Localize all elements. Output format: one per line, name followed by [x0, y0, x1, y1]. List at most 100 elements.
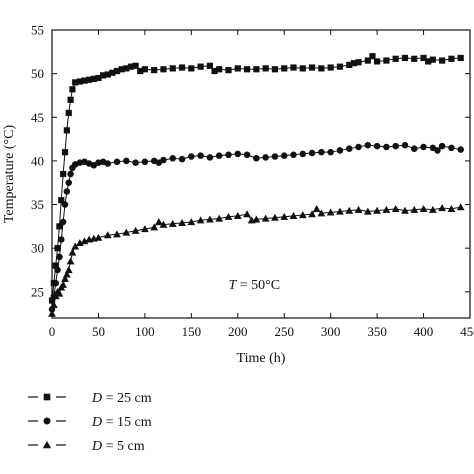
legend-marker	[42, 440, 52, 449]
data-point	[271, 66, 279, 73]
data-point	[326, 208, 335, 216]
data-point	[169, 65, 176, 72]
data-point	[280, 152, 288, 159]
axis-ticks: 0 50 100 150 200 250 300 350 400 450 25 30 35 40 45 50 5…	[31, 23, 474, 340]
data-point	[233, 212, 242, 219]
legend: D = 25 cmD = 15 cmD = 5 cm	[28, 391, 152, 454]
data-point	[123, 157, 130, 165]
data-point	[56, 223, 63, 230]
data-point	[336, 207, 344, 215]
data-point	[216, 66, 223, 73]
data-point	[206, 154, 214, 161]
data-point	[211, 67, 218, 75]
data-point	[438, 204, 447, 212]
data-point	[104, 160, 111, 167]
data-point	[66, 257, 75, 265]
legend-label-rest: = 15 cm	[102, 415, 152, 430]
legend-marker	[43, 393, 51, 401]
data-point	[369, 53, 376, 60]
data-point	[141, 66, 148, 73]
data-point	[289, 212, 298, 219]
data-point	[234, 65, 241, 72]
data-point	[382, 205, 391, 213]
data-point	[252, 215, 261, 223]
data-point	[383, 57, 390, 64]
data-point	[48, 297, 56, 304]
data-point	[271, 153, 279, 160]
data-point	[178, 218, 186, 226]
data-point	[178, 64, 186, 71]
data-point	[410, 205, 419, 213]
data-point	[95, 74, 102, 82]
data-point	[373, 206, 381, 214]
data-point	[65, 179, 72, 186]
y-tick-label: 50	[31, 66, 44, 81]
data-point	[206, 215, 214, 223]
data-point	[141, 225, 149, 233]
data-point	[243, 210, 251, 218]
y-tick-label: 30	[31, 241, 44, 256]
data-point	[54, 266, 61, 274]
data-point	[76, 78, 83, 85]
data-point	[197, 63, 204, 70]
y-tick-label: 40	[31, 153, 44, 168]
data-point	[55, 289, 64, 297]
data-point	[317, 209, 326, 217]
annotation-rest: = 50°C	[236, 278, 280, 293]
data-point	[59, 218, 67, 226]
data-point	[104, 71, 111, 78]
data-point	[94, 233, 103, 241]
series-square	[48, 53, 464, 304]
data-point	[160, 66, 167, 73]
data-point	[262, 154, 269, 161]
data-point	[401, 54, 409, 62]
data-point	[71, 242, 80, 250]
series-line	[51, 55, 461, 301]
data-point	[392, 55, 399, 62]
x-axis-title: Time (h)	[237, 351, 286, 366]
data-point	[75, 239, 84, 247]
y-tick-label: 35	[31, 197, 44, 212]
data-point	[52, 279, 59, 287]
data-point	[290, 64, 297, 71]
data-point	[428, 205, 437, 213]
data-point	[336, 63, 344, 70]
legend-label: D = 25 cm	[91, 391, 152, 406]
data-point	[215, 214, 224, 222]
series-triangle	[48, 203, 465, 317]
data-point	[48, 309, 56, 317]
data-point	[355, 59, 362, 66]
data-point	[280, 212, 289, 220]
data-point	[159, 220, 168, 228]
data-point	[187, 218, 196, 226]
data-point	[281, 65, 288, 72]
data-point	[383, 143, 390, 151]
data-point	[109, 69, 116, 76]
data-point	[61, 274, 69, 282]
data-point	[206, 62, 214, 69]
data-point	[169, 155, 177, 162]
data-point	[63, 188, 71, 195]
data-point	[262, 65, 269, 72]
data-point	[419, 205, 428, 213]
data-point	[364, 57, 371, 64]
data-point	[154, 218, 163, 226]
data-point	[132, 62, 139, 69]
data-point	[54, 245, 61, 252]
y-axis-title: Temperature (°C)	[2, 125, 17, 224]
data-point	[312, 205, 321, 213]
data-point	[253, 155, 260, 162]
legend-label-rest: = 25 cm	[102, 391, 152, 406]
data-point	[253, 66, 260, 73]
data-point	[103, 231, 112, 239]
legend-item: D = 25 cm	[28, 391, 152, 406]
x-tick-label: 50	[92, 324, 105, 339]
data-point	[318, 148, 325, 156]
x-tick-label: 250	[274, 324, 294, 339]
data-point	[299, 65, 306, 72]
data-point	[61, 201, 69, 208]
data-point	[439, 57, 446, 64]
data-point	[425, 58, 432, 65]
data-point	[363, 207, 372, 215]
